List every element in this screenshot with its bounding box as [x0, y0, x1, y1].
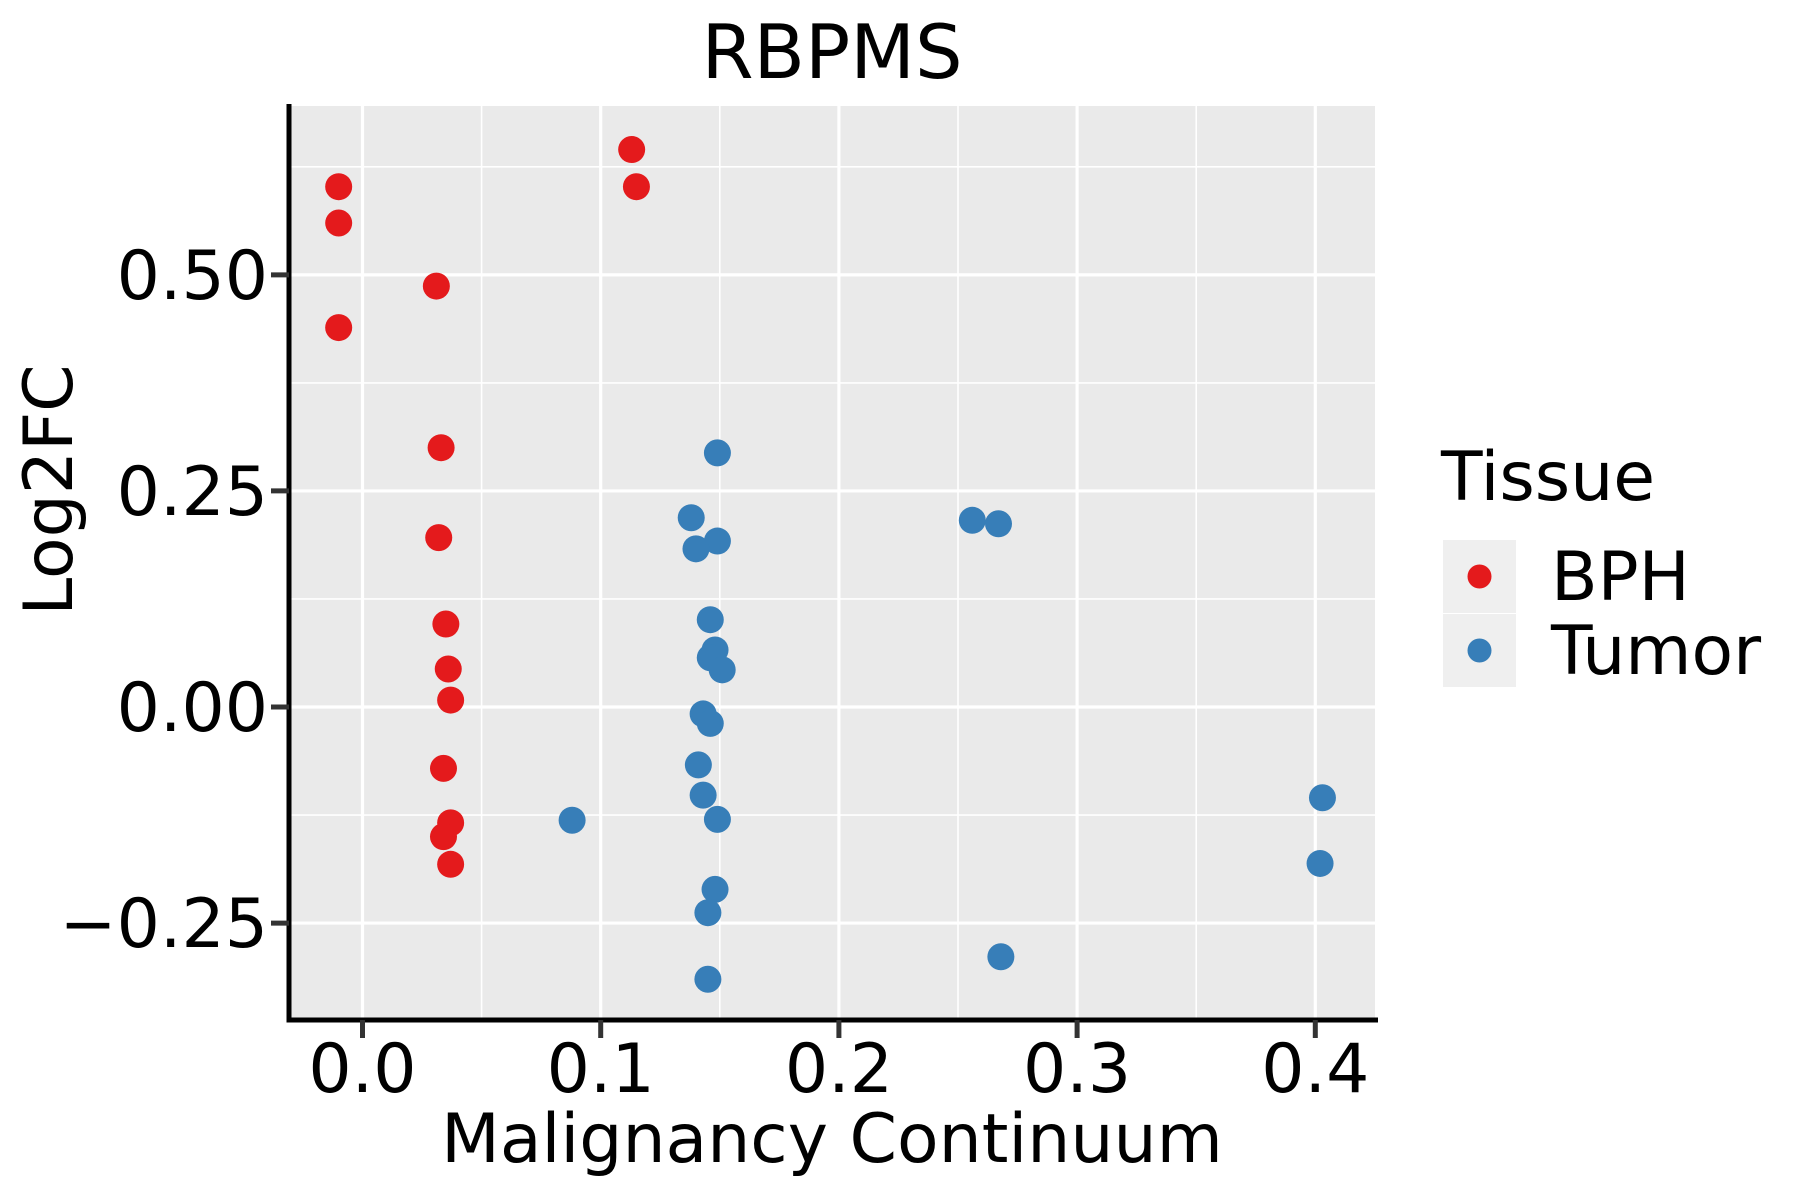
data-point-bph: [434, 655, 462, 683]
data-point-bph: [427, 434, 455, 462]
y-tick-label: −0.25: [60, 885, 268, 964]
legend-marker-bph-icon: [1467, 564, 1492, 589]
data-point-bph: [618, 136, 646, 164]
data-point-bph: [325, 209, 353, 237]
data-point-bph: [437, 850, 465, 878]
data-point-bph: [325, 314, 353, 342]
axis-ticks: [271, 272, 1318, 1038]
x-axis-title: Malignancy Continuum: [441, 1100, 1223, 1179]
x-tick-label: 0.4: [1261, 1030, 1369, 1109]
y-axis-title: Log2FC: [10, 364, 89, 615]
data-point-tumor: [558, 806, 586, 834]
data-point-tumor: [703, 439, 731, 467]
data-point-tumor: [696, 709, 724, 737]
y-tick-label: 0.50: [117, 237, 268, 316]
data-point-tumor: [701, 875, 729, 903]
data-point-tumor: [694, 965, 722, 993]
y-tick-label: 0.00: [117, 669, 268, 748]
minor-gridlines: [289, 106, 1375, 1020]
legend: Tissue BPH Tumor: [1440, 438, 1761, 691]
data-point-bph: [429, 754, 457, 782]
data-point-tumor: [682, 535, 710, 563]
x-tick-label: 0.2: [785, 1030, 893, 1109]
legend-marker-tumor-icon: [1467, 638, 1492, 663]
data-point-tumor: [703, 527, 731, 555]
data-point-bph: [432, 610, 460, 638]
data-point-bph: [425, 524, 453, 552]
y-tick-label: 0.25: [117, 453, 268, 532]
plot-title: RBPMS: [701, 8, 962, 96]
data-point-bph: [422, 272, 450, 300]
data-point-tumor: [684, 751, 712, 779]
x-tick-label: 0.1: [547, 1030, 655, 1109]
data-point-bph: [325, 173, 353, 201]
axis-tick-labels: 0.0 0.1 0.2 0.3 0.4 0.50 0.25 0.00 −0.25: [60, 237, 1370, 1109]
plot-panel: [289, 106, 1375, 1020]
data-point-tumor: [694, 899, 722, 927]
data-point-tumor: [987, 943, 1015, 971]
x-tick-label: 0.0: [308, 1030, 416, 1109]
data-point-tumor: [689, 781, 717, 809]
data-point-tumor: [703, 805, 731, 833]
major-gridlines: [289, 106, 1375, 1020]
legend-title: Tissue: [1440, 438, 1655, 517]
legend-label-bph: BPH: [1551, 538, 1690, 617]
data-point-tumor: [677, 504, 705, 532]
data-point-tumor: [696, 606, 724, 634]
data-point-tumor: [984, 510, 1012, 538]
x-tick-label: 0.3: [1023, 1030, 1131, 1109]
data-points: [325, 136, 1336, 993]
data-point-bph: [622, 173, 650, 201]
data-point-tumor: [1306, 849, 1334, 877]
legend-label-tumor: Tumor: [1550, 612, 1761, 691]
data-point-tumor: [958, 506, 986, 534]
data-point-tumor: [708, 656, 736, 684]
data-point-bph: [429, 823, 457, 851]
data-point-tumor: [1308, 784, 1336, 812]
data-point-bph: [437, 686, 465, 714]
